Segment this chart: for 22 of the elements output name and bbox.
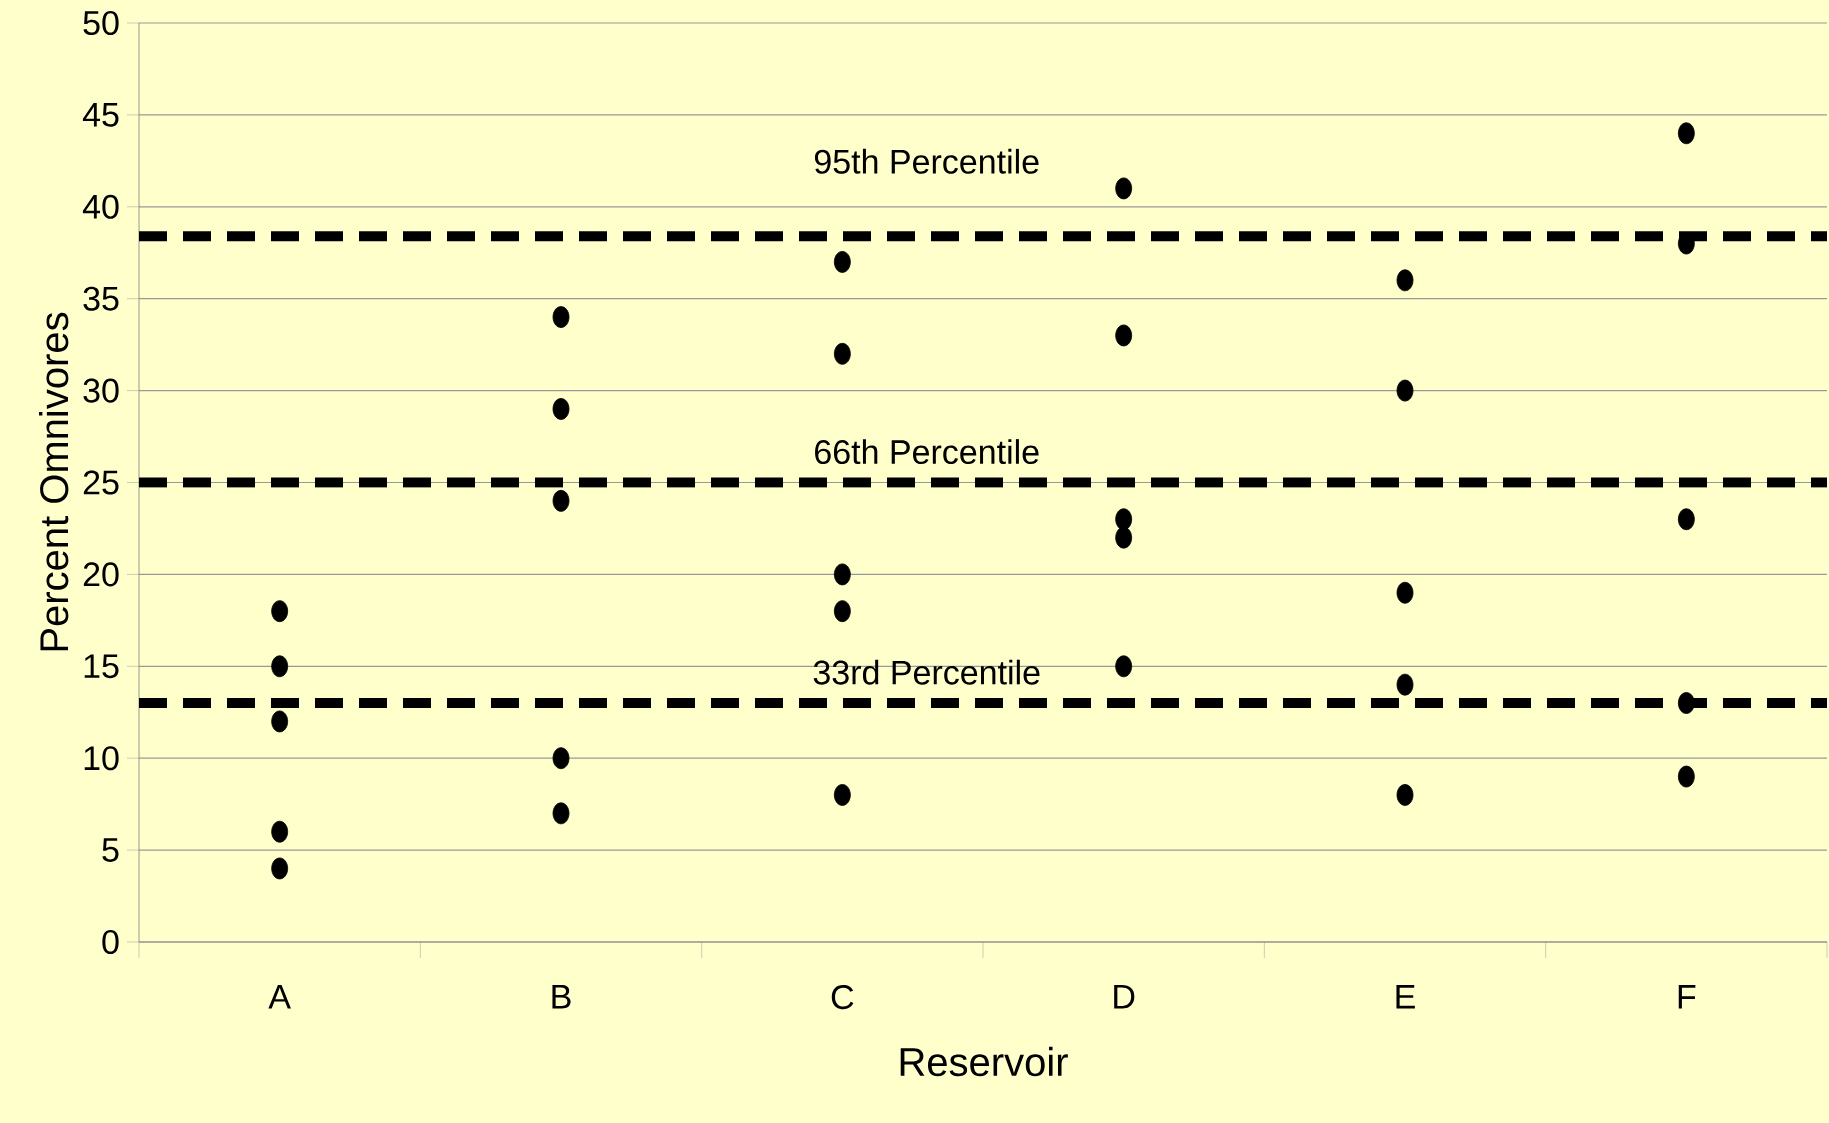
x-tick-label: E — [1396, 985, 1415, 1009]
x-tick-label: B — [552, 985, 571, 1009]
x-tick-label: F — [1678, 985, 1696, 1009]
y-tick-label: 15 — [84, 654, 119, 679]
y-tick-label: 40 — [82, 194, 119, 219]
y-tick-label: 30 — [83, 378, 119, 403]
y-tick-label: 50 — [83, 10, 119, 36]
ref-line-label: 66th Percentile — [815, 439, 1039, 465]
x-tick-label: C — [831, 985, 854, 1010]
x-axis-title: Reservoir — [900, 1046, 1068, 1077]
y-tick-label: 20 — [83, 562, 119, 587]
y-tick-label: 35 — [83, 286, 119, 311]
y-tick-label: 0 — [102, 929, 119, 955]
y-tick-label: 5 — [102, 838, 119, 862]
ref-line-label: 33rd Percentile — [813, 659, 1040, 685]
ref-line-label: 95th Percentile — [814, 148, 1039, 174]
x-tick-label: D — [1114, 985, 1135, 1009]
x-tick-label: A — [268, 985, 291, 1009]
y-axis-title: Percent Omnivores — [39, 312, 69, 651]
y-tick-label: 45 — [82, 103, 119, 127]
y-tick-label: 10 — [84, 746, 119, 771]
y-tick-label: 25 — [83, 470, 119, 495]
